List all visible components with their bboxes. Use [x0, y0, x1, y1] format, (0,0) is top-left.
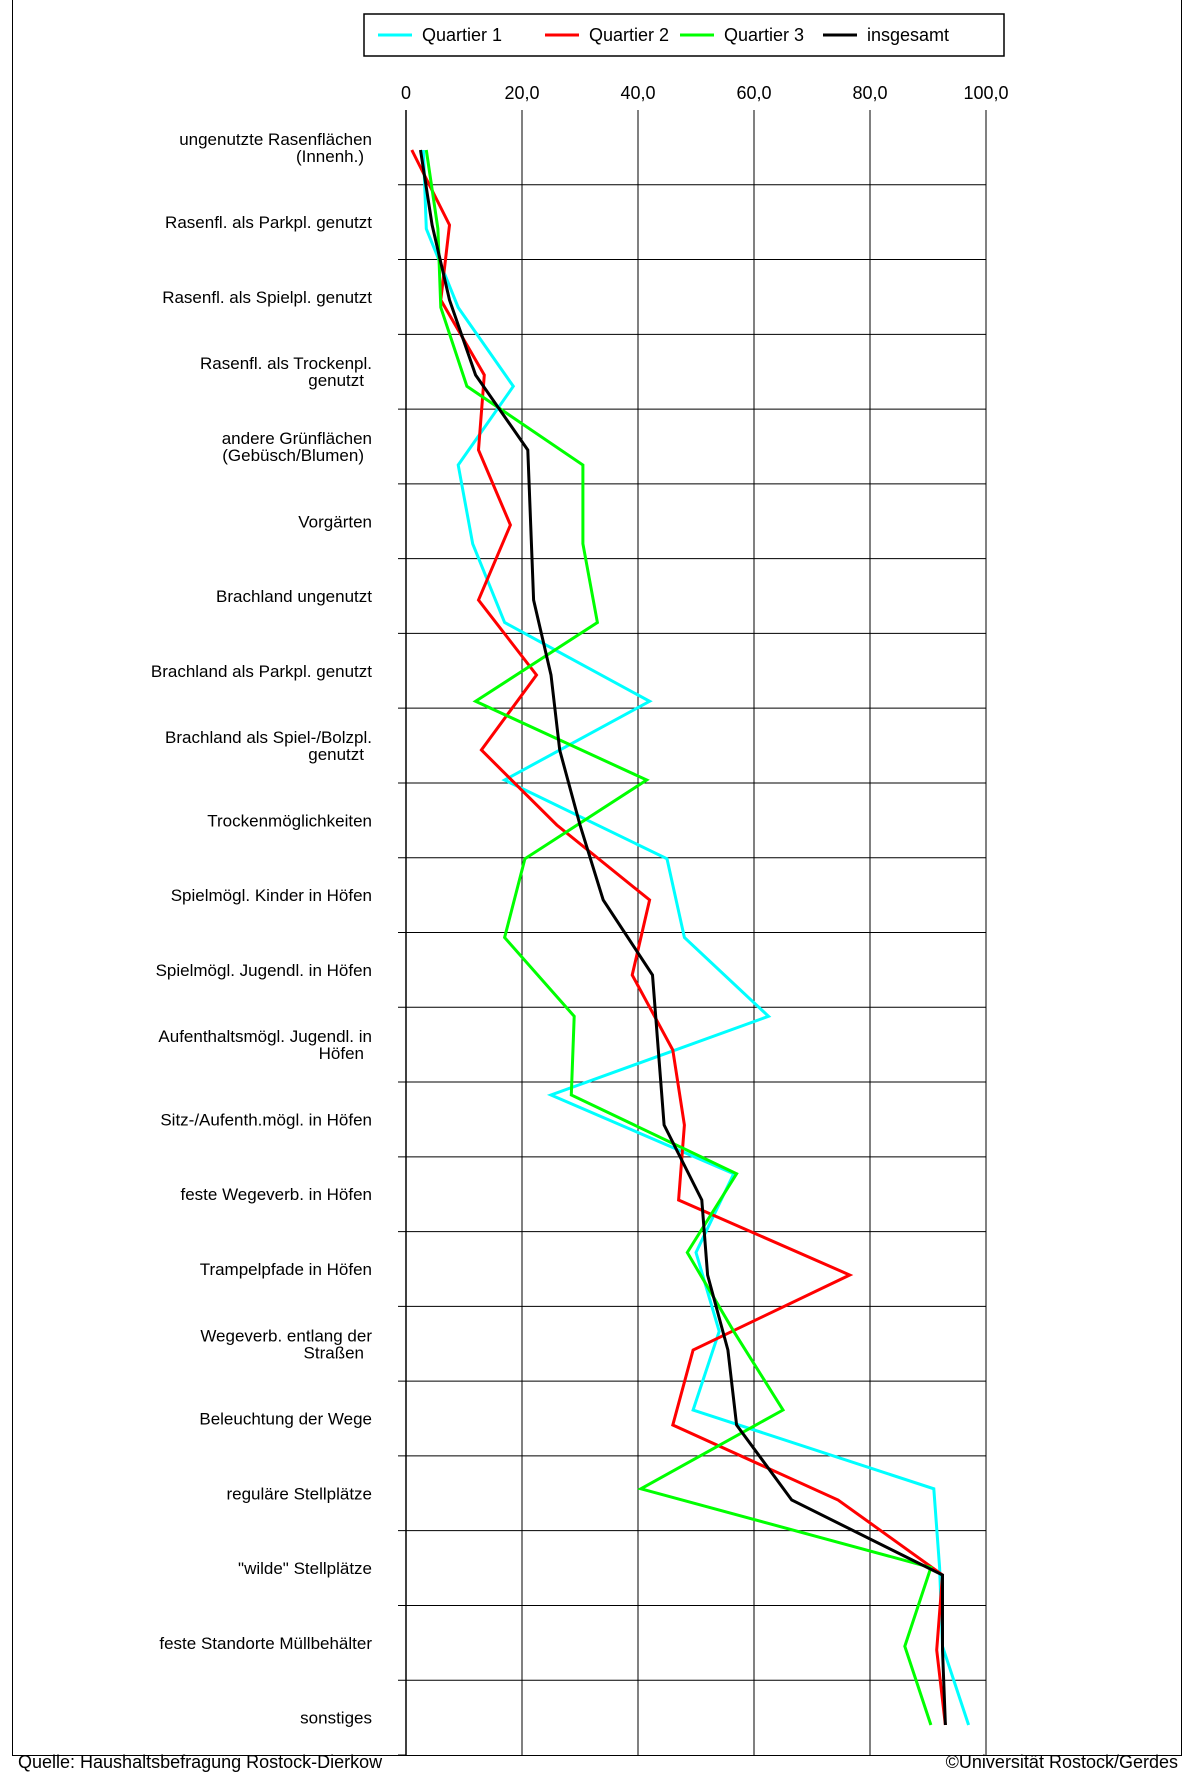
- category-label: Rasenfl. als Parkpl. genutzt: [165, 213, 372, 232]
- category-label: Beleuchtung der Wege: [199, 1410, 372, 1429]
- source-note: Quelle: Haushaltsbefragung Rostock-Dierk…: [18, 1752, 383, 1772]
- x-tick-label: 20,0: [504, 83, 539, 103]
- category-label: Aufenthaltsmögl. Jugendl. in Höfen: [158, 1027, 372, 1063]
- category-label: Brachland als Parkpl. genutzt: [151, 662, 372, 681]
- category-label: Wegeverb. entlang der Straßen: [200, 1326, 372, 1362]
- x-tick-label: 100,0: [963, 83, 1008, 103]
- series-line-quartier-3: [424, 149, 933, 1726]
- legend-label: Quartier 3: [724, 25, 804, 45]
- category-label: "wilde" Stellplätze: [238, 1559, 372, 1578]
- category-label: sonstiges: [300, 1709, 372, 1728]
- series-line-quartier-1: [421, 149, 971, 1726]
- copyright-note: ©Universität Rostock/Gerdes: [945, 1752, 1178, 1772]
- category-label: feste Standorte Müllbehälter: [159, 1634, 372, 1653]
- x-tick-label: 80,0: [852, 83, 887, 103]
- series-line-insgesamt: [419, 149, 947, 1726]
- category-label: Sitz-/Aufenth.mögl. in Höfen: [160, 1110, 372, 1129]
- category-label: ungenutzte Rasenflächen (Innenh.): [179, 130, 372, 166]
- category-label: Trampelpfade in Höfen: [200, 1260, 372, 1279]
- category-label: andere Grünflächen (Gebüsch/Blumen): [222, 429, 372, 465]
- category-label: Rasenfl. als Spielpl. genutzt: [162, 288, 372, 307]
- x-tick-label: 0: [401, 83, 411, 103]
- legend-label: Quartier 1: [422, 25, 502, 45]
- category-label: Trockenmöglichkeiten: [207, 811, 372, 830]
- legend-label: Quartier 2: [589, 25, 669, 45]
- category-label: Brachland ungenutzt: [216, 587, 372, 606]
- category-label: Spielmögl. Jugendl. in Höfen: [156, 961, 372, 980]
- category-label: Brachland als Spiel-/Bolzpl. genutzt: [165, 728, 372, 764]
- category-label: Rasenfl. als Trockenpl. genutzt: [200, 354, 372, 390]
- x-tick-label: 40,0: [620, 83, 655, 103]
- category-label: Vorgärten: [298, 512, 372, 531]
- x-tick-label: 60,0: [736, 83, 771, 103]
- category-label: reguläre Stellplätze: [226, 1484, 372, 1503]
- chart-frame: [12, 0, 1182, 1756]
- category-label: Spielmögl. Kinder in Höfen: [171, 886, 372, 905]
- series-line-quartier-2: [410, 149, 947, 1726]
- category-label: feste Wegeverb. in Höfen: [180, 1185, 372, 1204]
- legend-label: insgesamt: [867, 25, 949, 45]
